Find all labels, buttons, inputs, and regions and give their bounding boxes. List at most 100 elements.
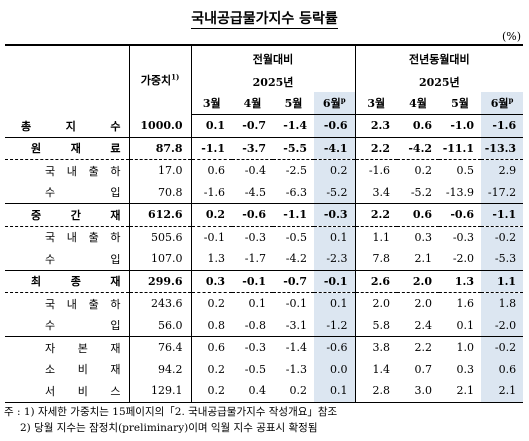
value-cell: 2.0 bbox=[397, 292, 440, 315]
value-cell: 2.2 bbox=[354, 203, 398, 226]
weight-cell: 76.4 bbox=[128, 336, 191, 359]
value-cell: -5.5 bbox=[273, 136, 314, 160]
value-cell: 3.8 bbox=[354, 336, 398, 359]
price-index-table: 가중치1) 전월대비 전년동월대비 2025년 2025년 3월 4월 5월 6월p 3… bbox=[5, 44, 524, 403]
value-cell: -4.5 bbox=[244, 185, 266, 199]
value-cell: 0.6 bbox=[397, 203, 440, 226]
value-cell: 0.5 bbox=[439, 159, 482, 182]
value-cell: -1.7 bbox=[244, 252, 266, 266]
value-cell: 0.0 bbox=[314, 358, 356, 380]
table-row: 수 입 70.8 -1.6 -4.5 -6.3 -5.2 3.4 -5.2 -13.9 -17.2 bbox=[5, 181, 524, 204]
value-cell: -0.6 bbox=[232, 203, 273, 226]
weight-cell: 87.8 bbox=[128, 136, 191, 160]
table-row: 국 내 출 하 505.6 -0.1 -0.3 -0.5 0.1 1.1 0.3 -0.3 -0.2 bbox=[5, 225, 524, 248]
value-cell: -2.3 bbox=[314, 248, 356, 270]
value-cell: -0.7 bbox=[242, 119, 266, 133]
value-cell: -1.4 bbox=[273, 336, 314, 359]
value-cell: -0.3 bbox=[232, 225, 273, 248]
value-cell: 0.3 bbox=[397, 225, 440, 248]
value-cell: 2.0 bbox=[354, 292, 398, 315]
value-cell: -0.6 bbox=[439, 203, 482, 226]
value-cell: 0.7 bbox=[414, 362, 433, 376]
yoy-year-header: 2025년 bbox=[354, 72, 524, 92]
table-row: 중 간 재 612.6 0.2 -0.6 -1.1 -0.3 2.2 0.6 -0.6 -1.1 bbox=[5, 203, 524, 226]
yoy-month-header: 5월 bbox=[439, 92, 482, 115]
value-cell: -1.3 bbox=[285, 362, 307, 376]
value-cell: -0.2 bbox=[481, 225, 524, 248]
value-cell: -0.3 bbox=[314, 203, 356, 226]
value-cell: 1.8 bbox=[481, 292, 524, 315]
value-cell: -5.2 bbox=[410, 185, 433, 199]
yoy-month-header: 3월 bbox=[354, 92, 398, 115]
weight-cell: 612.6 bbox=[128, 203, 191, 226]
value-cell: -1.6 bbox=[354, 159, 398, 182]
table-row: 국 내 출 하 17.0 0.6 -0.4 -2.5 0.2 -1.6 0.2 0.5 2.9 bbox=[5, 159, 524, 182]
value-cell: 0.3 bbox=[456, 362, 475, 376]
value-cell: -1.1 bbox=[273, 203, 314, 226]
value-cell: -2.0 bbox=[481, 314, 524, 337]
value-cell: 0.3 bbox=[190, 269, 232, 293]
value-cell: 0.2 bbox=[190, 380, 232, 402]
weight-cell: 299.6 bbox=[128, 269, 191, 293]
table-title: 국내공급물가지수 등락률 bbox=[191, 11, 338, 29]
value-cell: -13.3 bbox=[481, 136, 524, 160]
value-cell: -0.5 bbox=[244, 362, 266, 376]
value-cell: -1.1 bbox=[481, 203, 524, 226]
value-cell: 2.3 bbox=[354, 114, 398, 137]
value-cell: 0.2 bbox=[397, 159, 440, 182]
value-cell: 0.4 bbox=[248, 384, 267, 398]
value-cell: 0.1 bbox=[232, 292, 273, 315]
value-cell: -5.3 bbox=[481, 248, 524, 270]
table-row: 소 비 재 94.2 0.2 -0.5 -1.3 0.0 1.4 0.7 0.3 0.6 bbox=[5, 358, 524, 380]
value-cell: -3.7 bbox=[232, 136, 273, 160]
value-cell: 0.2 bbox=[190, 203, 232, 226]
value-cell: -4.1 bbox=[314, 136, 356, 160]
value-cell: -5.2 bbox=[314, 181, 356, 204]
weight-cell: 243.6 bbox=[128, 292, 191, 315]
value-cell: -13.9 bbox=[445, 185, 475, 199]
value-cell: -0.4 bbox=[232, 159, 273, 182]
value-cell: 0.1 bbox=[314, 225, 356, 248]
value-cell: 2.2 bbox=[397, 336, 440, 359]
value-cell: 0.1 bbox=[456, 318, 475, 332]
weight-cell: 505.6 bbox=[128, 225, 191, 248]
value-cell: 0.2 bbox=[190, 292, 232, 315]
table-row: 수 입 56.0 0.8 -0.8 -3.1 -1.2 5.8 2.4 0.1 -2.0 bbox=[5, 314, 524, 337]
value-cell: -1.6 bbox=[481, 114, 524, 137]
yoy-month-header: 6월p bbox=[481, 92, 524, 115]
value-cell: -1.4 bbox=[283, 119, 307, 133]
value-cell: 2.6 bbox=[354, 269, 398, 293]
value-cell: 2.1 bbox=[481, 380, 524, 402]
weight-cell: 129.1 bbox=[128, 380, 191, 402]
value-cell: 1.6 bbox=[439, 292, 482, 315]
unit-label: (%) bbox=[501, 30, 521, 43]
weight-cell: 94.2 bbox=[128, 358, 191, 380]
table-row: 자 본 재 76.4 0.6 -0.3 -1.4 -0.6 3.8 2.2 1.0 -0.2 bbox=[5, 336, 524, 359]
value-cell: -4.2 bbox=[285, 252, 307, 266]
value-cell: 0.2 bbox=[190, 358, 232, 380]
value-cell: 0.1 bbox=[314, 380, 356, 402]
value-cell: 2.1 bbox=[414, 252, 433, 266]
value-cell: -0.6 bbox=[314, 114, 356, 137]
value-cell: 2.9 bbox=[481, 159, 524, 182]
value-cell: 3.0 bbox=[414, 384, 433, 398]
value-cell: 2.4 bbox=[414, 318, 433, 332]
mom-month-header: 3월 bbox=[190, 92, 232, 115]
value-cell: -11.1 bbox=[439, 136, 482, 160]
weight-cell: 107.0 bbox=[128, 248, 191, 270]
label-header-cell bbox=[5, 45, 129, 115]
value-cell: 1.0 bbox=[439, 336, 482, 359]
value-cell: -0.3 bbox=[439, 225, 482, 248]
value-cell: 1.1 bbox=[481, 269, 524, 293]
value-cell: -0.7 bbox=[273, 269, 314, 293]
value-cell: 1.4 bbox=[354, 358, 398, 380]
weight-cell: 1000.0 bbox=[128, 114, 191, 137]
